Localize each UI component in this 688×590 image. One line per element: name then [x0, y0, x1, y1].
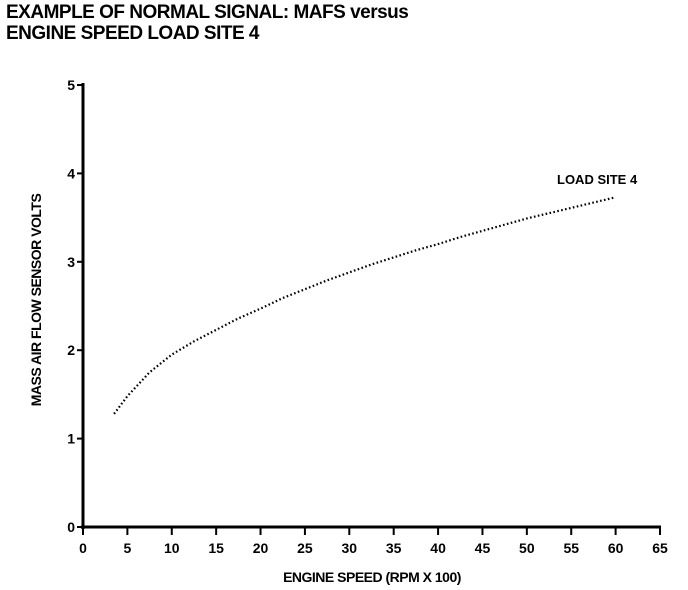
- x-tick-label: 0: [79, 540, 87, 556]
- y-tick-label: 3: [67, 254, 75, 270]
- y-ticks: 0 1 2 3 4 5: [67, 77, 83, 535]
- axes: [81, 83, 661, 529]
- x-tick-label: 50: [519, 540, 535, 556]
- y-tick-label: 5: [67, 77, 75, 93]
- x-axis-label: ENGINE SPEED (RPM X 100): [283, 569, 461, 585]
- x-tick-label: 55: [563, 540, 579, 556]
- x-tick-label: 35: [386, 540, 402, 556]
- x-tick-label: 20: [253, 540, 269, 556]
- x-tick-label: 30: [342, 540, 358, 556]
- series-line: [113, 196, 616, 415]
- y-tick-label: 0: [67, 519, 75, 535]
- chart-title-line-1: EXAMPLE OF NORMAL SIGNAL: MAFS versus: [6, 2, 409, 23]
- series-load-site-4: [113, 196, 616, 415]
- y-tick-label: 1: [67, 431, 75, 447]
- chart-title-line-2: ENGINE SPEED LOAD SITE 4: [6, 23, 260, 44]
- x-tick-label: 5: [123, 540, 131, 556]
- series-label: LOAD SITE 4: [557, 172, 638, 187]
- x-tick-label: 40: [430, 540, 446, 556]
- x-tick-label: 65: [652, 540, 668, 556]
- x-ticks: 0 5 10 15 20 25 30 35 40 45 50 55 60 65: [79, 527, 668, 556]
- x-tick-label: 10: [164, 540, 180, 556]
- x-tick-label: 60: [608, 540, 624, 556]
- x-tick-label: 45: [475, 540, 491, 556]
- x-tick-label: 25: [297, 540, 313, 556]
- y-axis-label: MASS AIR FLOW SENSOR VOLTS: [28, 194, 44, 407]
- x-tick-label: 15: [208, 540, 224, 556]
- chart-title: EXAMPLE OF NORMAL SIGNAL: MAFS versus EN…: [6, 2, 409, 44]
- y-tick-label: 2: [67, 342, 75, 358]
- y-tick-label: 4: [67, 165, 75, 181]
